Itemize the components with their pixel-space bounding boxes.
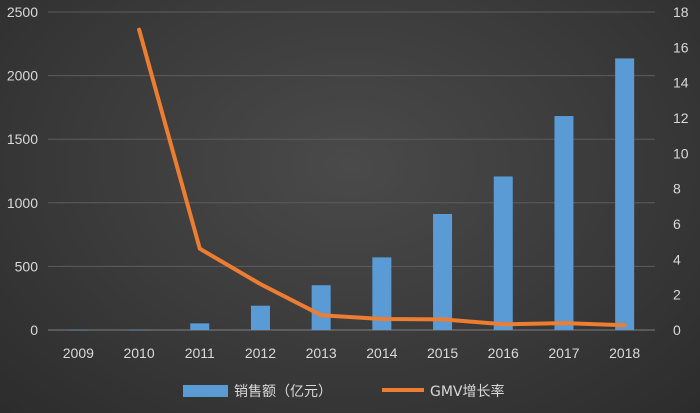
y-tick-right-label: 12 bbox=[673, 110, 689, 126]
x-tick-label: 2010 bbox=[123, 345, 154, 361]
y-tick-right-label: 8 bbox=[673, 181, 681, 197]
y-tick-right-label: 10 bbox=[673, 145, 689, 161]
x-tick-label: 2017 bbox=[548, 345, 579, 361]
legend-label-bar: 销售额（亿元） bbox=[234, 384, 332, 400]
bar bbox=[190, 323, 210, 330]
bar bbox=[372, 257, 392, 330]
x-tick-label: 2016 bbox=[488, 345, 519, 361]
x-tick-label: 2011 bbox=[185, 345, 215, 361]
y-axis-left: 0 500 1000 1500 2000 2500 bbox=[7, 4, 38, 338]
gridlines bbox=[48, 11, 655, 331]
bar-series bbox=[68, 58, 635, 331]
x-axis: 2009 2010 2011 2012 2013 2014 2015 2016 2017 2018 bbox=[63, 345, 641, 361]
legend: 销售额（亿元） GMV增长率 bbox=[183, 383, 505, 400]
x-tick-label: 2012 bbox=[245, 345, 276, 361]
x-tick-label: 2018 bbox=[609, 345, 640, 361]
bar bbox=[129, 329, 149, 331]
bar bbox=[493, 176, 513, 330]
growth-line bbox=[137, 27, 627, 328]
bar bbox=[554, 116, 574, 331]
y-tick-left-label: 2500 bbox=[7, 4, 38, 20]
bar bbox=[311, 285, 331, 330]
bar bbox=[250, 305, 270, 330]
legend-label-line: GMV增长率 bbox=[430, 383, 505, 400]
y-tick-right-label: 2 bbox=[673, 287, 681, 303]
y-tick-right-label: 16 bbox=[673, 39, 689, 55]
y-tick-left-label: 1500 bbox=[7, 131, 38, 147]
y-tick-right-label: 14 bbox=[673, 75, 689, 91]
y-tick-left-label: 0 bbox=[30, 322, 38, 338]
y-tick-left-label: 2000 bbox=[7, 68, 38, 84]
y-tick-left-label: 1000 bbox=[7, 195, 38, 211]
x-tick-label: 2014 bbox=[366, 345, 397, 361]
x-tick-label: 2009 bbox=[63, 345, 94, 361]
x-tick-label: 2015 bbox=[427, 345, 458, 361]
x-tick-label: 2013 bbox=[306, 345, 337, 361]
bar bbox=[615, 58, 635, 330]
y-tick-right-label: 4 bbox=[673, 251, 681, 267]
y-tick-right-label: 6 bbox=[673, 216, 681, 232]
bar bbox=[68, 329, 88, 331]
y-tick-right-label: 0 bbox=[673, 322, 681, 338]
y-axis-right: 0 2 4 6 8 10 12 14 16 18 bbox=[673, 4, 689, 338]
y-tick-right-label: 18 bbox=[673, 4, 689, 20]
legend-swatch-bar bbox=[183, 385, 228, 397]
bar bbox=[433, 213, 453, 330]
line-series bbox=[137, 27, 627, 328]
y-tick-left-label: 500 bbox=[15, 258, 39, 274]
